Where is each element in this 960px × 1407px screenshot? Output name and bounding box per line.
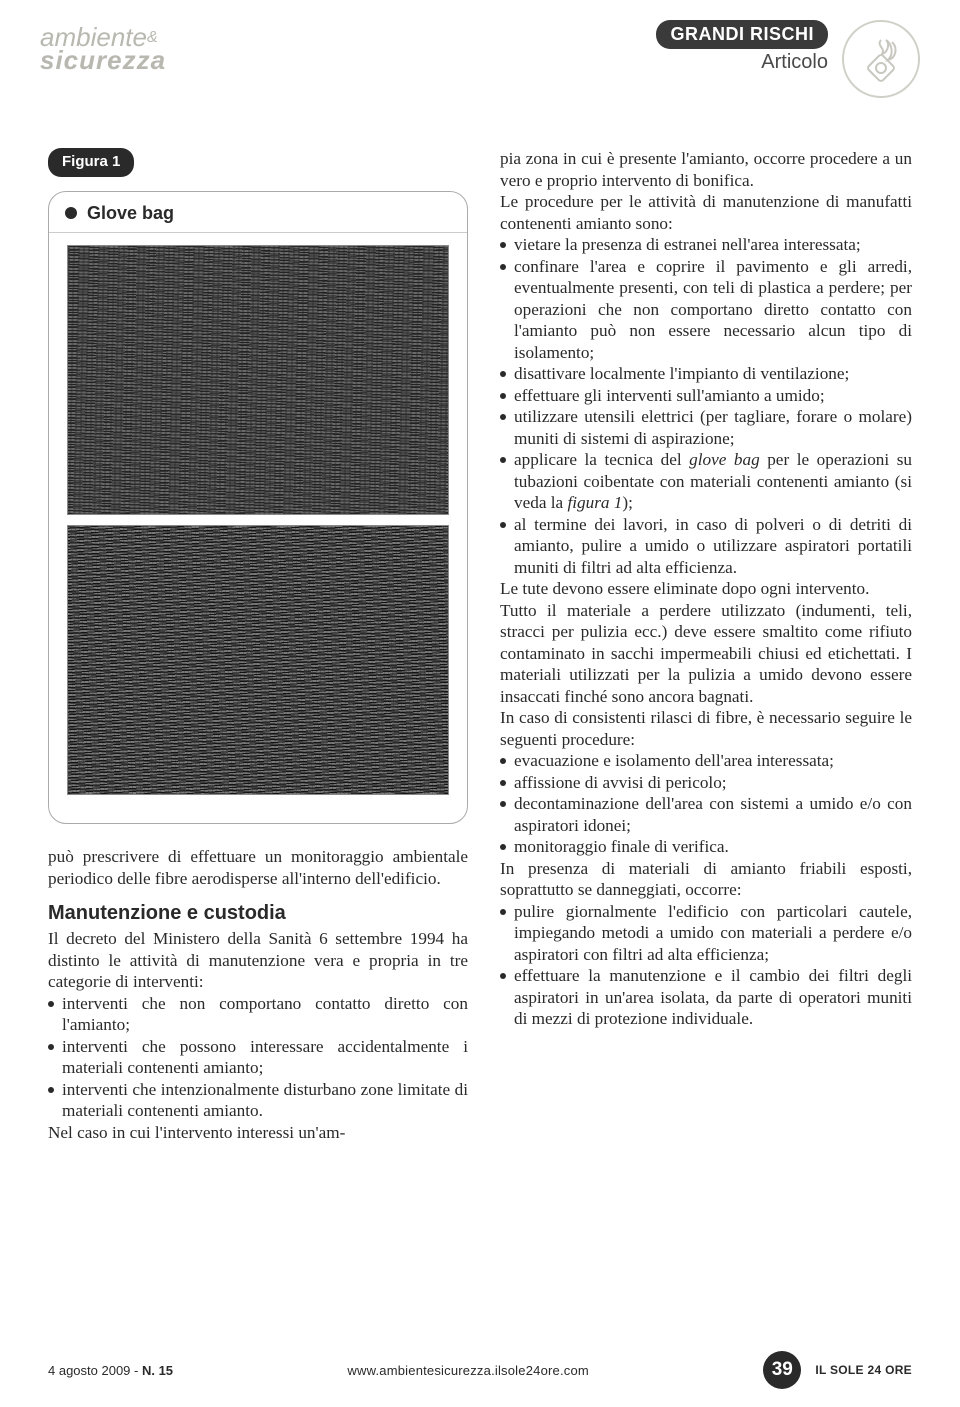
right-b6-italic2: figura 1	[567, 493, 622, 512]
logo-line2: sicurezza	[40, 49, 166, 72]
right-d1: pulire giornalmente l'edificio con parti…	[500, 901, 912, 966]
header-right: GRANDI RISCHI Articolo	[656, 20, 920, 98]
right-b6a: applicare la tecnica del	[514, 450, 689, 469]
right-b1: vietare la presenza di estranei nell'are…	[500, 234, 912, 256]
footer-publisher: IL SOLE 24 ORE	[815, 1363, 912, 1377]
figure-title: Glove bag	[87, 202, 174, 225]
page-number-badge: 39	[763, 1351, 801, 1389]
left-column: Figura 1 Glove bag può prescrivere di ef…	[48, 148, 468, 1143]
right-b6c: );	[622, 493, 633, 512]
category-box: GRANDI RISCHI Articolo	[656, 20, 828, 74]
right-bullets-1: vietare la presenza di estranei nell'are…	[500, 234, 912, 578]
figure-label: Figura 1	[48, 148, 134, 177]
right-c1: evacuazione e isolamento dell'area inter…	[500, 750, 912, 772]
right-d2: effettuare la manutenzione e il cambio d…	[500, 965, 912, 1030]
flame-icon	[856, 34, 906, 84]
hazard-icon	[842, 20, 920, 98]
right-b4: effettuare gli interventi sull'amianto a…	[500, 385, 912, 407]
magazine-logo: ambiente& sicurezza	[40, 26, 166, 73]
page-header: ambiente& sicurezza GRANDI RISCHI Artico…	[0, 0, 960, 108]
footer-date-bold: N. 15	[142, 1363, 173, 1378]
page-footer: 4 agosto 2009 - N. 15 www.ambientesicure…	[0, 1351, 960, 1389]
figure-image-2	[67, 525, 449, 795]
content-area: Figura 1 Glove bag può prescrivere di ef…	[0, 108, 960, 1143]
footer-url: www.ambientesicurezza.ilsole24ore.com	[347, 1363, 589, 1378]
left-bullet-2: interventi che possono interessare accid…	[48, 1036, 468, 1079]
right-bullets-3: pulire giornalmente l'edificio con parti…	[500, 901, 912, 1030]
right-b7: al termine dei lavori, in caso di polver…	[500, 514, 912, 579]
category-pill: GRANDI RISCHI	[656, 20, 828, 49]
bullet-icon	[65, 207, 77, 219]
right-b6: applicare la tecnica del glove bag per l…	[500, 449, 912, 514]
figure-images	[49, 232, 467, 823]
category-subtitle: Articolo	[656, 51, 828, 74]
right-p4: Tutto il materiale a perdere utilizzato …	[500, 600, 912, 708]
right-p1: pia zona in cui è presente l'amianto, oc…	[500, 148, 912, 191]
left-bullets: interventi che non comportano contatto d…	[48, 993, 468, 1122]
left-bullet-3: interventi che intenzionalmente disturba…	[48, 1079, 468, 1122]
right-bullets-2: evacuazione e isolamento dell'area inter…	[500, 750, 912, 858]
right-p3: Le tute devono essere eliminate dopo ogn…	[500, 578, 912, 600]
figure-image-1	[67, 245, 449, 515]
right-c3: decontaminazione dell'area con sistemi a…	[500, 793, 912, 836]
left-p3: Nel caso in cui l'intervento interessi u…	[48, 1122, 468, 1144]
right-b6-italic1: glove bag	[689, 450, 760, 469]
right-b2: confinare l'area e coprire il pavimento …	[500, 256, 912, 364]
left-bullet-1: interventi che non comportano contatto d…	[48, 993, 468, 1036]
right-p6: In presenza di materiali di amianto fria…	[500, 858, 912, 901]
right-b5: utilizzare utensili elettrici (per tagli…	[500, 406, 912, 449]
figure-title-row: Glove bag	[49, 192, 467, 233]
left-p2: Il decreto del Ministero della Sanità 6 …	[48, 928, 468, 993]
right-column: pia zona in cui è presente l'amianto, oc…	[500, 148, 912, 1143]
footer-right: 39 IL SOLE 24 ORE	[763, 1351, 912, 1389]
right-p2: Le procedure per le attività di manutenz…	[500, 191, 912, 234]
right-p5: In caso di consistenti rilasci di fibre,…	[500, 707, 912, 750]
right-b3: disattivare localmente l'impianto di ven…	[500, 363, 912, 385]
right-c4: monitoraggio finale di verifica.	[500, 836, 912, 858]
logo-ampersand: &	[147, 29, 158, 46]
figure-box: Glove bag	[48, 191, 468, 825]
left-subhead: Manutenzione e custodia	[48, 901, 468, 926]
footer-date-pre: 4 agosto 2009 -	[48, 1363, 142, 1378]
footer-date: 4 agosto 2009 - N. 15	[48, 1363, 173, 1378]
right-c2: affissione di avvisi di pericolo;	[500, 772, 912, 794]
left-p1: può prescrivere di effettuare un monitor…	[48, 846, 468, 889]
